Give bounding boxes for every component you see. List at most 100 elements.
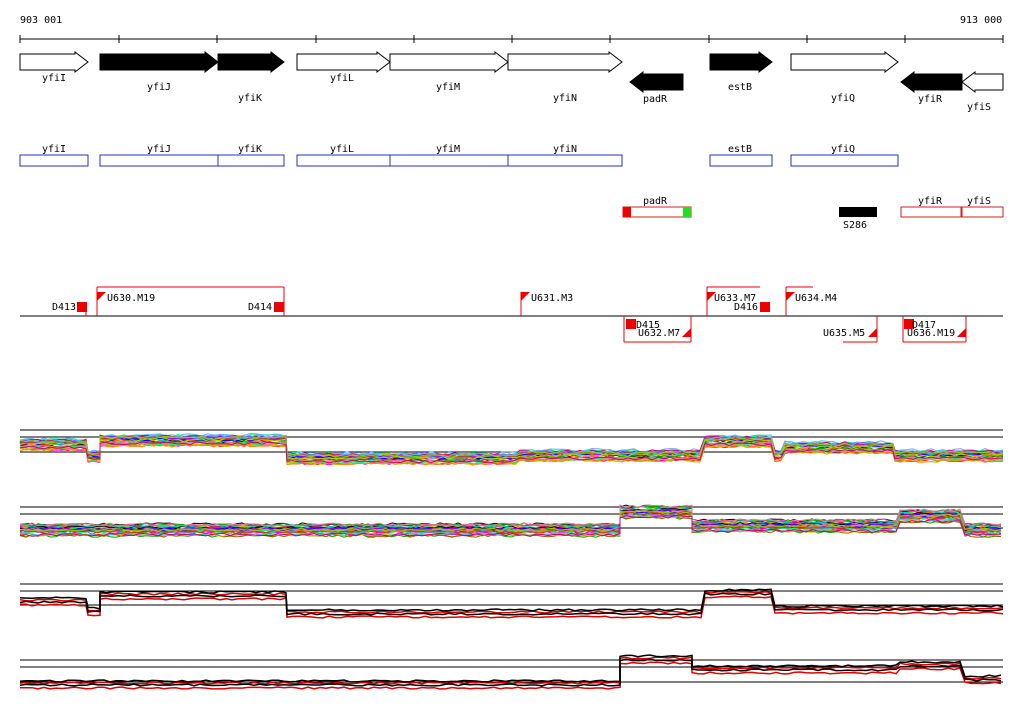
feature-U631.M3[interactable]: U631.M3 bbox=[520, 292, 573, 316]
gene-arrow-yfiL[interactable] bbox=[296, 50, 391, 74]
feature-U635.M5[interactable]: U635.M5 bbox=[823, 316, 878, 343]
cds-label-yfiJ: yfiJ bbox=[147, 144, 171, 155]
signal-trace bbox=[19, 441, 1004, 464]
gene-arrow-yfiQ[interactable] bbox=[790, 50, 899, 74]
rna-label-S286: S286 bbox=[843, 220, 867, 231]
gene-yfiQ[interactable]: yfiQ bbox=[790, 50, 899, 104]
ruler-ticks bbox=[19, 35, 1004, 43]
feature-label-U634.M4: U634.M4 bbox=[795, 293, 837, 304]
feature-marker-D417[interactable] bbox=[904, 319, 914, 329]
gene-padR[interactable]: padR bbox=[629, 70, 684, 105]
gene-label-yfiN: yfiN bbox=[553, 93, 577, 104]
cds-label-yfiM: yfiM bbox=[436, 144, 460, 155]
gene-arrow-yfiI[interactable] bbox=[19, 50, 89, 74]
gene-yfiI[interactable]: yfiI bbox=[19, 50, 89, 84]
signal-trace bbox=[19, 588, 1004, 612]
gene-arrow-padR[interactable] bbox=[629, 70, 684, 94]
gene-yfiJ[interactable]: yfiJ bbox=[99, 50, 219, 93]
feature-U633.M7[interactable]: U633.M7 bbox=[706, 286, 760, 316]
feature-marker-D416[interactable] bbox=[760, 302, 770, 312]
gene-arrow-yfiN[interactable] bbox=[507, 50, 623, 74]
feature-label-U632.M7: U632.M7 bbox=[638, 328, 680, 339]
feature-marker-D414[interactable] bbox=[274, 302, 284, 312]
rna-feature-yfiS[interactable]: yfiS bbox=[961, 196, 1004, 218]
feature-U632.M7[interactable]: U632.M7 bbox=[623, 316, 692, 343]
cds-track: yfiI yfiJ yfiK yfiL yfiM yfiN estB yfiQ bbox=[19, 144, 899, 167]
cds-box-yfiM[interactable] bbox=[389, 154, 509, 167]
rna-box-yfiR[interactable] bbox=[900, 206, 962, 218]
gene-yfiN[interactable]: yfiN bbox=[507, 50, 623, 104]
signal-trace bbox=[19, 656, 1002, 685]
cds-box-yfiK[interactable] bbox=[217, 154, 285, 167]
feature-label-D416: D416 bbox=[734, 302, 758, 313]
cds-box-yfiI[interactable] bbox=[19, 154, 89, 167]
rna-feature-yfiR[interactable]: yfiR bbox=[900, 196, 962, 218]
feature-D416[interactable]: D416 bbox=[734, 302, 770, 313]
gene-arrow-yfiR[interactable] bbox=[900, 70, 963, 94]
feature-D415[interactable]: D415 bbox=[626, 319, 660, 331]
feature-D417[interactable]: D417 bbox=[904, 319, 936, 331]
rna-box-padR[interactable] bbox=[622, 206, 692, 218]
cds-box-yfiL[interactable] bbox=[296, 154, 391, 167]
signal-panel-pair-minus bbox=[19, 654, 1003, 690]
feature-marker-D415[interactable] bbox=[626, 319, 636, 329]
gene-yfiM[interactable]: yfiM bbox=[389, 50, 509, 93]
gene-yfiK[interactable]: yfiK bbox=[217, 50, 285, 104]
gene-label-padR: padR bbox=[643, 94, 668, 105]
rna-label-padR: padR bbox=[643, 196, 668, 207]
rna-box-yfiS[interactable] bbox=[961, 206, 1004, 218]
feature-label-U636.M19: U636.M19 bbox=[907, 328, 955, 339]
feature-track: D413 U630.M19 D414 U631.M3 U633.M7 D416 bbox=[20, 286, 1003, 343]
gene-yfiL[interactable]: yfiL bbox=[296, 50, 391, 84]
gene-yfiS[interactable]: yfiS bbox=[961, 70, 1004, 113]
cds-box-yfiJ[interactable] bbox=[99, 154, 219, 167]
gene-arrow-yfiS[interactable] bbox=[961, 70, 1004, 94]
rna-feature-S286[interactable]: S286 bbox=[839, 207, 877, 231]
padR-end-marker bbox=[683, 207, 691, 217]
feature-label-U631.M3: U631.M3 bbox=[531, 293, 573, 304]
cds-box-yfiQ[interactable] bbox=[790, 154, 899, 167]
feature-U630.M19[interactable]: U630.M19 bbox=[96, 286, 285, 316]
gene-label-yfiL: yfiL bbox=[330, 73, 354, 84]
signal-trace bbox=[19, 592, 1004, 616]
feature-flag-U635.M5 bbox=[868, 328, 877, 337]
gene-label-yfiI: yfiI bbox=[42, 73, 66, 84]
signal-trace bbox=[19, 437, 1004, 460]
cds-label-yfiK: yfiK bbox=[238, 144, 262, 155]
feature-U634.M4[interactable]: U634.M4 bbox=[785, 286, 837, 316]
feature-D414[interactable]: D414 bbox=[248, 302, 284, 313]
ruler-start-label: 903 001 bbox=[20, 15, 62, 26]
coordinate-ruler: 903 001 913 000 bbox=[19, 15, 1004, 43]
gene-label-estB: estB bbox=[728, 82, 752, 93]
signal-trace bbox=[19, 654, 1002, 683]
feature-label-U635.M5: U635.M5 bbox=[823, 328, 865, 339]
signal-trace bbox=[19, 590, 1004, 614]
feature-flag-U634.M4 bbox=[786, 292, 795, 301]
feature-label-D417: D417 bbox=[912, 320, 936, 331]
feature-flag-U632.M7 bbox=[682, 328, 691, 337]
cds-box-estB[interactable] bbox=[709, 154, 773, 167]
signal-trace bbox=[19, 658, 1002, 687]
rna-box-S286[interactable] bbox=[839, 207, 877, 217]
gene-label-yfiJ: yfiJ bbox=[147, 82, 171, 93]
cds-label-estB: estB bbox=[728, 144, 752, 155]
gene-estB[interactable]: estB bbox=[709, 50, 773, 93]
rna-label-yfiR: yfiR bbox=[918, 196, 943, 207]
signal-trace bbox=[19, 661, 1002, 690]
cds-box-yfiN[interactable] bbox=[507, 154, 623, 167]
signal-trace bbox=[20, 595, 1004, 619]
gene-arrow-yfiM[interactable] bbox=[389, 50, 509, 74]
gene-arrow-yfiJ[interactable] bbox=[99, 50, 219, 74]
feature-flag-U633.M7 bbox=[707, 292, 716, 301]
gene-label-yfiQ: yfiQ bbox=[831, 93, 855, 104]
feature-U636.M19[interactable]: U636.M19 bbox=[902, 316, 967, 343]
gene-arrow-estB[interactable] bbox=[709, 50, 773, 74]
rna-feature-padR[interactable]: padR bbox=[622, 196, 692, 218]
signal-trace bbox=[19, 514, 1002, 537]
cds-label-yfiQ: yfiQ bbox=[831, 144, 855, 155]
gene-yfiR[interactable]: yfiR bbox=[900, 70, 963, 105]
feature-D413[interactable]: D413 bbox=[52, 302, 87, 316]
feature-label-U630.M19: U630.M19 bbox=[107, 293, 155, 304]
feature-marker-D413[interactable] bbox=[77, 302, 87, 312]
gene-arrow-yfiK[interactable] bbox=[217, 50, 285, 74]
